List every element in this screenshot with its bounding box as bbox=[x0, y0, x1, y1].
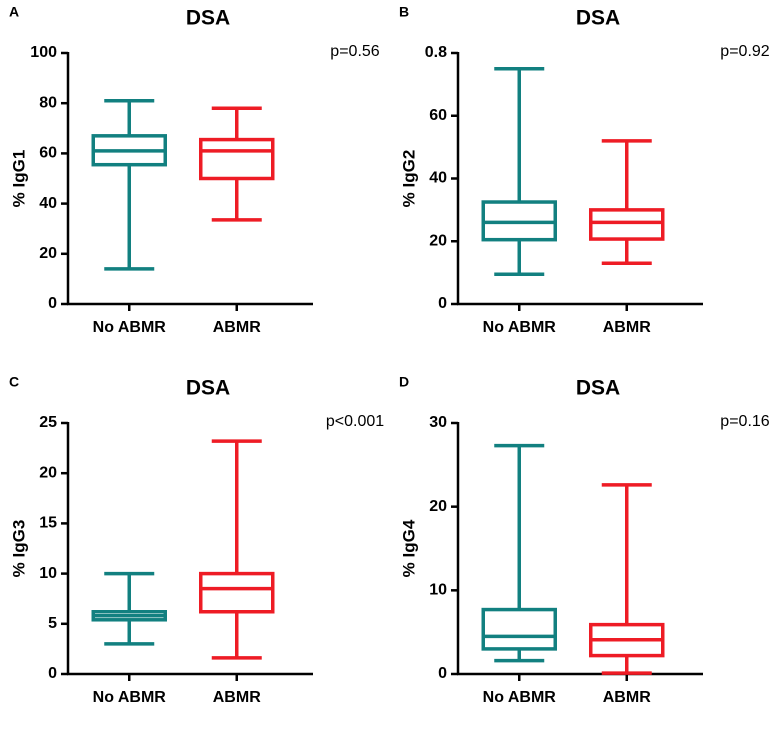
y-tick-label: 40 bbox=[39, 195, 57, 212]
y-tick-label: 80 bbox=[39, 94, 57, 111]
upper-whisker bbox=[601, 139, 652, 210]
y-tick-label: 10 bbox=[39, 565, 57, 582]
upper-whisker bbox=[494, 66, 545, 203]
y-tick-label: 0 bbox=[438, 665, 447, 682]
y-tick-label: 20 bbox=[39, 245, 57, 262]
y-tick-label: 5 bbox=[48, 615, 57, 632]
x-tick-label: ABMR bbox=[603, 689, 651, 706]
panel-label: C bbox=[9, 374, 19, 390]
upper-whisker bbox=[211, 106, 262, 140]
lower-whisker bbox=[494, 239, 545, 276]
y-tick-label: 0 bbox=[438, 295, 447, 312]
y-tick-label: 20 bbox=[429, 498, 447, 515]
annotation: p=0.56 bbox=[330, 43, 379, 60]
lower-whisker bbox=[104, 619, 155, 646]
panel-label: B bbox=[399, 4, 409, 20]
lower-whisker bbox=[104, 164, 155, 271]
annotation: p<0.001 bbox=[326, 413, 384, 430]
y-tick-label: 25 bbox=[39, 414, 57, 431]
x-tick-label: ABMR bbox=[603, 319, 651, 336]
annotation: p=0.92 bbox=[720, 43, 769, 60]
x-tick-label: No ABMR bbox=[483, 689, 557, 706]
box bbox=[589, 208, 665, 241]
y-tick-label: 60 bbox=[39, 145, 57, 162]
y-axis-label: % IgG2 bbox=[399, 150, 418, 208]
panel-label: D bbox=[399, 374, 409, 390]
x-tick-label: ABMR bbox=[213, 319, 261, 336]
chart-title: DSA bbox=[186, 377, 230, 400]
chart-title: DSA bbox=[576, 377, 620, 400]
y-tick-label: 10 bbox=[429, 582, 447, 599]
upper-whisker bbox=[104, 98, 155, 136]
y-tick-label: 100 bbox=[30, 44, 57, 61]
box bbox=[199, 137, 275, 181]
box bbox=[481, 607, 557, 651]
upper-whisker bbox=[104, 571, 155, 612]
panel-label: A bbox=[9, 4, 19, 20]
x-tick-label: No ABMR bbox=[93, 689, 167, 706]
lower-whisker bbox=[211, 611, 262, 660]
box bbox=[199, 571, 275, 614]
chart-title: DSA bbox=[576, 7, 620, 30]
y-tick-label: 30 bbox=[429, 414, 447, 431]
upper-whisker bbox=[601, 483, 652, 625]
annotation: p=0.16 bbox=[720, 413, 769, 430]
y-axis-label: % IgG3 bbox=[9, 520, 28, 578]
lower-whisker bbox=[601, 655, 652, 675]
lower-whisker bbox=[601, 239, 652, 265]
y-tick-label: 0 bbox=[48, 665, 57, 682]
lower-whisker bbox=[494, 648, 545, 663]
x-tick-label: No ABMR bbox=[93, 319, 167, 336]
lower-whisker bbox=[211, 178, 262, 222]
x-tick-label: No ABMR bbox=[483, 319, 557, 336]
y-tick-label: 20 bbox=[429, 232, 447, 249]
y-tick-label: 20 bbox=[39, 464, 57, 481]
y-tick-label: 15 bbox=[39, 515, 57, 532]
y-tick-label: 40 bbox=[429, 170, 447, 187]
y-tick-label: 0 bbox=[48, 295, 57, 312]
y-tick-label: 60 bbox=[429, 107, 447, 124]
y-axis-label: % IgG4 bbox=[399, 519, 418, 577]
y-tick-label: 0.8 bbox=[425, 44, 447, 61]
upper-whisker bbox=[494, 443, 545, 610]
y-axis-label: % IgG1 bbox=[9, 150, 28, 208]
upper-whisker bbox=[211, 439, 262, 574]
chart-title: DSA bbox=[186, 7, 230, 30]
x-tick-label: ABMR bbox=[213, 689, 261, 706]
